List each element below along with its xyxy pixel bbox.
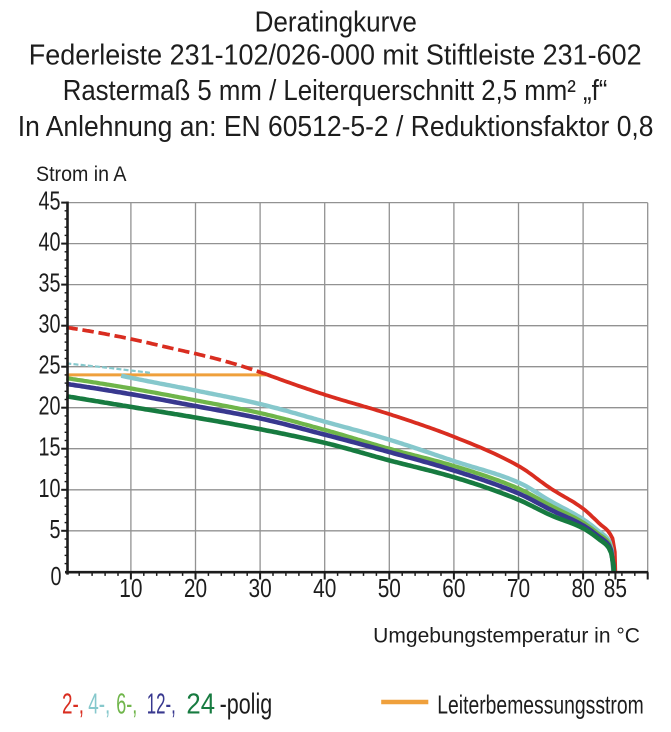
svg-text:15: 15 (39, 432, 61, 462)
svg-text:4-,: 4-, (88, 689, 110, 721)
svg-text:Federleiste 231-102/026-000 mi: Federleiste 231-102/026-000 mit Stiftlei… (29, 40, 642, 72)
svg-text:2-,: 2-, (62, 689, 84, 721)
svg-text:40: 40 (39, 227, 61, 257)
svg-text:25: 25 (39, 350, 61, 380)
svg-text:40: 40 (313, 573, 336, 603)
svg-text:20: 20 (39, 391, 61, 421)
svg-text:6-,: 6-, (116, 689, 137, 721)
svg-text:0: 0 (51, 561, 62, 591)
svg-text:Umgebungstemperatur in °C: Umgebungstemperatur in °C (373, 624, 640, 647)
svg-text:50: 50 (378, 573, 401, 603)
svg-text:In Anlehnung an: EN 60512-5-2: In Anlehnung an: EN 60512-5-2 / Reduktio… (18, 111, 654, 143)
svg-text:5: 5 (50, 514, 61, 544)
svg-text:35: 35 (39, 268, 61, 298)
svg-text:60: 60 (442, 573, 465, 603)
svg-text:80: 80 (572, 573, 595, 603)
svg-text:20: 20 (184, 573, 207, 603)
svg-text:70: 70 (507, 573, 530, 603)
svg-text:85: 85 (604, 573, 627, 603)
svg-text:10: 10 (119, 573, 142, 603)
svg-text:30: 30 (39, 309, 61, 339)
svg-text:-polig: -polig (220, 689, 273, 721)
svg-text:Deratingkurve: Deratingkurve (255, 6, 417, 38)
svg-text:Rastermaß 5 mm / Leiterquersch: Rastermaß 5 mm / Leiterquerschnitt 2,5 m… (63, 75, 608, 107)
svg-text:Strom in A: Strom in A (36, 163, 127, 186)
svg-text:10: 10 (39, 473, 61, 503)
svg-text:45: 45 (39, 186, 61, 216)
svg-text:30: 30 (249, 573, 272, 603)
svg-text:Leiterbemessungsstrom: Leiterbemessungsstrom (437, 690, 643, 720)
svg-text:24: 24 (186, 689, 215, 721)
svg-text:12-,: 12-, (147, 689, 176, 721)
